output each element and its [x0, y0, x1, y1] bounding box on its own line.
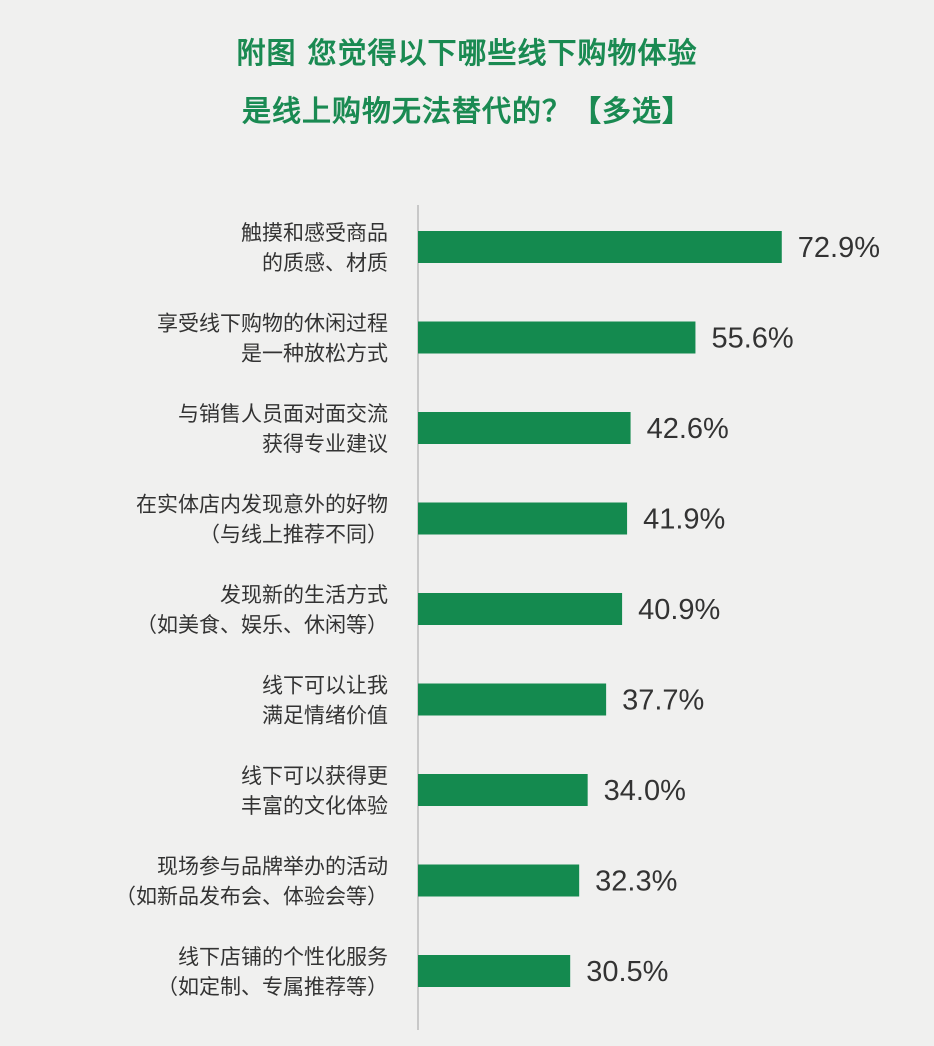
value-label-4: 40.9% — [638, 594, 720, 626]
bar-0 — [418, 231, 782, 263]
value-label-0: 72.9% — [798, 232, 880, 264]
category-label-3-line-1: （与线上推荐不同） — [199, 523, 388, 547]
chart-title-line-2: 是线上购物无法替代的？【多选】 — [241, 94, 692, 128]
bar-8 — [418, 955, 571, 987]
category-label-4-line-0: 发现新的生活方式 — [220, 583, 388, 607]
category-label-1-line-0: 享受线下购物的休闲过程 — [157, 312, 388, 336]
category-label-8-line-0: 线下店铺的个性化服务 — [178, 945, 388, 969]
category-label-7-line-0: 现场参与品牌举办的活动 — [157, 855, 388, 879]
bar-5 — [418, 683, 607, 716]
category-label-5-line-1: 满足情绪价值 — [262, 704, 388, 728]
value-label-6: 34.0% — [604, 775, 686, 807]
category-label-0-line-1: 的质感、材质 — [262, 251, 388, 275]
value-label-8: 30.5% — [586, 956, 668, 988]
category-label-6-line-0: 线下可以获得更 — [241, 764, 388, 788]
category-label-3-line-0: 在实体店内发现意外的好物 — [136, 493, 388, 517]
category-label-0-line-0: 触摸和感受商品 — [241, 221, 388, 245]
bar-4 — [418, 593, 623, 625]
category-label-6-line-1: 丰富的文化体验 — [241, 794, 388, 818]
chart-title-line-1: 附图 您觉得以下哪些线下购物体验 — [236, 36, 698, 70]
category-label-2-line-1: 获得专业建议 — [262, 432, 388, 456]
bar-2 — [418, 412, 631, 444]
value-label-3: 41.9% — [643, 504, 725, 536]
value-label-5: 37.7% — [622, 685, 704, 717]
category-label-1-line-1: 是一种放松方式 — [241, 342, 388, 366]
category-label-8-line-1: （如定制、专属推荐等） — [157, 975, 388, 999]
value-label-1: 55.6% — [711, 323, 793, 355]
bar-7 — [418, 864, 580, 897]
category-label-2-line-0: 与销售人员面对面交流 — [178, 402, 388, 426]
category-label-4-line-1: （如美食、娱乐、休闲等） — [136, 613, 388, 637]
bar-1 — [418, 321, 696, 354]
bar-3 — [418, 502, 628, 535]
bar-6 — [418, 774, 588, 806]
category-label-7-line-1: （如新品发布会、体验会等） — [115, 885, 388, 909]
value-label-2: 42.6% — [647, 413, 729, 445]
category-label-5-line-0: 线下可以让我 — [262, 674, 388, 698]
value-label-7: 32.3% — [595, 866, 677, 898]
